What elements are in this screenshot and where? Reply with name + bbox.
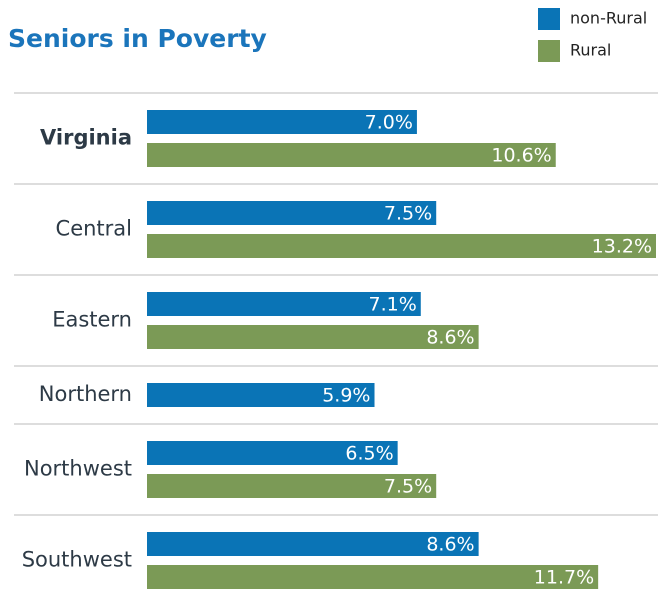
legend-swatch xyxy=(538,40,560,62)
bar xyxy=(147,532,479,556)
value-label: 7.0% xyxy=(365,112,413,134)
value-label: 11.7% xyxy=(534,567,594,589)
category-label: Eastern xyxy=(52,308,132,332)
value-label: 7.5% xyxy=(384,476,432,498)
category-label: Southwest xyxy=(22,548,132,572)
bar xyxy=(147,474,437,498)
value-label: 10.6% xyxy=(491,145,551,167)
value-label: 8.6% xyxy=(426,327,474,349)
category-label: Central xyxy=(56,217,132,241)
value-label: 13.2% xyxy=(592,236,652,258)
bar xyxy=(147,201,437,225)
value-label: 8.6% xyxy=(426,534,474,556)
bar xyxy=(147,292,421,316)
chart-title: Seniors in Poverty xyxy=(8,24,267,53)
bar xyxy=(147,143,556,167)
category-label: Northwest xyxy=(24,457,132,481)
value-label: 7.1% xyxy=(368,294,416,316)
legend-label: non-Rural xyxy=(570,9,647,28)
value-label: 6.5% xyxy=(345,443,393,465)
bar xyxy=(147,110,417,134)
category-label: Virginia xyxy=(40,126,132,150)
value-label: 7.5% xyxy=(384,203,432,225)
category-label: Northern xyxy=(39,382,132,406)
bar xyxy=(147,441,398,465)
legend-label: Rural xyxy=(570,41,611,60)
value-label: 5.9% xyxy=(322,385,370,407)
legend-swatch xyxy=(538,8,560,30)
bar xyxy=(147,325,479,349)
bar xyxy=(147,383,375,407)
bar xyxy=(147,234,656,258)
bar xyxy=(147,565,599,589)
